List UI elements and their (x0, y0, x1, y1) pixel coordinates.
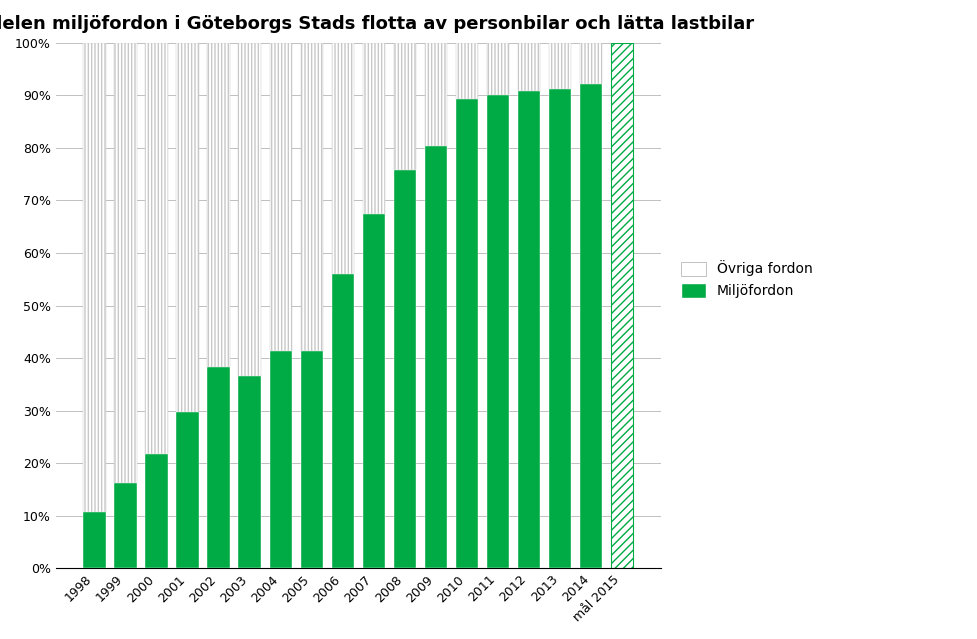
Bar (146, 43, 167, 454)
Bar (518, 91, 539, 568)
Bar (300, 351, 322, 568)
Bar (455, 43, 478, 98)
Bar (424, 43, 446, 146)
Bar (487, 43, 509, 95)
Bar (455, 98, 478, 568)
Bar (362, 43, 385, 213)
Legend: Övriga fordon, Miljöfordon: Övriga fordon, Miljöfordon (673, 254, 819, 305)
Bar (176, 43, 198, 412)
Bar (83, 512, 106, 568)
Bar (146, 454, 167, 568)
Bar (579, 43, 602, 84)
Bar (548, 43, 571, 89)
Bar (83, 43, 106, 512)
Bar (394, 170, 415, 568)
Bar (207, 43, 230, 367)
Bar (331, 43, 354, 274)
Bar (238, 43, 261, 376)
Bar (487, 95, 509, 568)
Bar (270, 351, 291, 568)
Bar (207, 367, 230, 568)
Bar (176, 412, 198, 568)
Bar (331, 274, 354, 568)
Bar (424, 146, 446, 568)
Bar (548, 89, 571, 568)
Bar (300, 43, 322, 351)
Bar (362, 213, 385, 568)
Bar (238, 376, 261, 568)
Bar (114, 482, 137, 568)
Bar (394, 43, 415, 170)
Bar (270, 43, 291, 351)
Bar (518, 43, 539, 91)
Title: Andelen miljöfordon i Göteborgs Stads flotta av personbilar och lätta lastbilar: Andelen miljöfordon i Göteborgs Stads fl… (0, 15, 753, 33)
Bar (114, 43, 137, 482)
Bar (579, 84, 602, 568)
Bar (611, 43, 633, 568)
